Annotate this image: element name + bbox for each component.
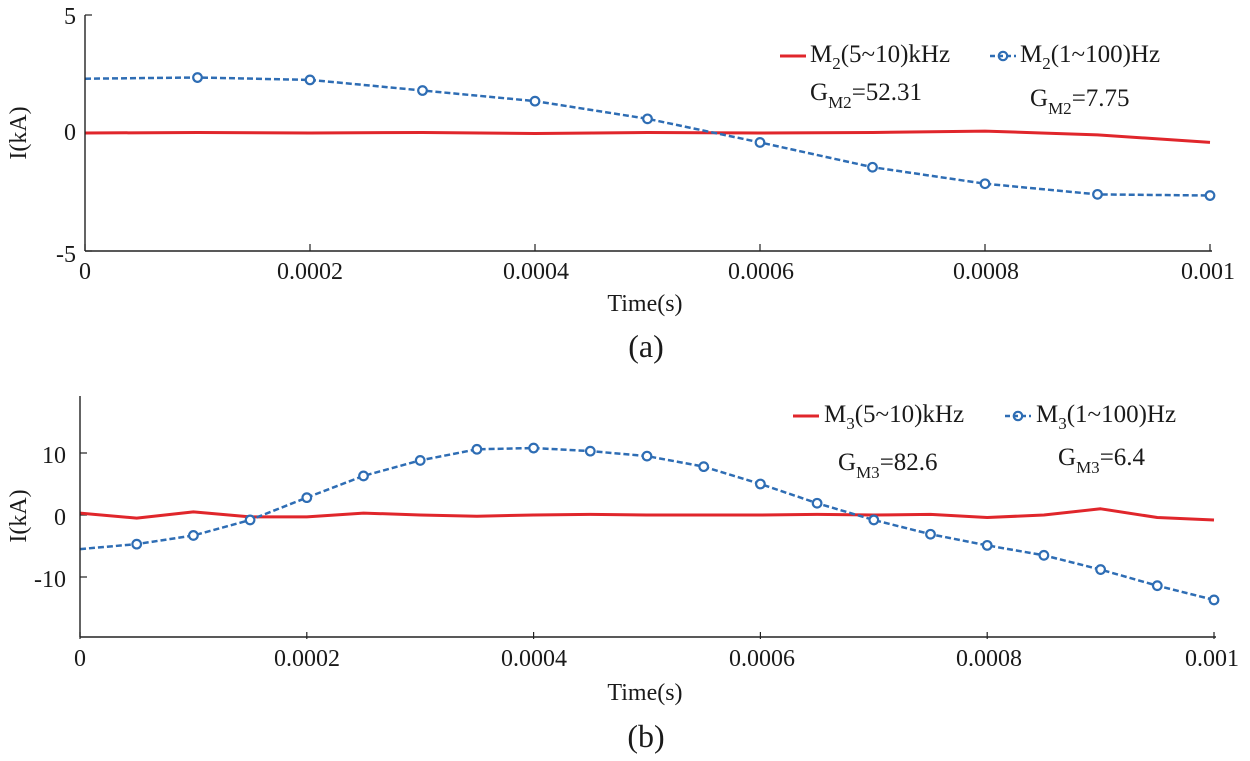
panel-b-data-point	[528, 442, 539, 454]
panel-a-data-point	[979, 178, 991, 190]
panel-a-caption: (a)	[628, 328, 664, 364]
panel-a-y-label: I(kA)	[6, 106, 32, 159]
panel-b-data-point	[811, 497, 823, 509]
panel-a-legend-label-low: M2(1~100)Hz	[1020, 41, 1160, 73]
panel-a-x-label: Time(s)	[607, 291, 682, 317]
panel-a-data-point	[867, 161, 878, 173]
panel-b-data-point	[755, 478, 766, 490]
panel-b-data-point	[584, 445, 596, 457]
panel-b-data-point	[641, 450, 653, 462]
panel-b-y-label: I(kA)	[6, 489, 32, 542]
panel-b-ytick: 10	[42, 443, 66, 469]
panel-a-annotation-high: GM2=52.31	[810, 79, 922, 112]
panel-b-x-label: Time(s)	[607, 680, 682, 706]
panel-a-data-point	[642, 113, 653, 125]
panel-a-ytick: -5	[56, 242, 76, 268]
panel-a-data-point	[192, 72, 203, 83]
panel-b-legend-marker-low	[1012, 410, 1024, 422]
panel-b-data-point	[301, 492, 313, 504]
panel-b-xtick: 0.001	[1185, 646, 1239, 672]
panel-b-xtick: 0	[74, 646, 86, 672]
panel-a-data-point	[304, 74, 316, 86]
panel-a-series-low-band-line	[84, 76, 1211, 197]
panel-b-xtick: 0.0006	[729, 646, 795, 672]
panel-b-data-point	[981, 539, 993, 551]
panel-b-ytick: 0	[54, 505, 66, 531]
panel-a-xtick: 0.0004	[503, 259, 569, 285]
panel-a-legend-label-high: M2(5~10)kHz	[810, 41, 950, 73]
panel-b-data-point	[868, 514, 880, 526]
panel-a-series-high-band-line	[84, 129, 1211, 144]
panel-a-plot	[84, 14, 1216, 252]
panel-a-xtick: 0.0006	[728, 259, 794, 285]
panel-b-data-point	[1095, 564, 1106, 575]
panel-a-xtick: 0.0002	[277, 259, 343, 285]
panel-a-ytick: 0	[64, 120, 76, 146]
panel-b-data-point	[698, 461, 710, 473]
panel-b-data-point	[1151, 580, 1163, 592]
panel-b-series-high-band-line	[79, 507, 1215, 522]
panel-a-xtick: 0.0008	[953, 259, 1019, 285]
panel-b-data-point	[471, 443, 483, 455]
panel-a-xtick: 0	[79, 259, 91, 285]
panel-b-xtick: 0.0004	[501, 646, 567, 672]
panel-b-data-point	[925, 528, 936, 540]
panel-a-xtick: 0.001	[1181, 259, 1235, 285]
panel-a-ytick: 5	[64, 4, 76, 30]
panel-b-xtick: 0.0008	[956, 646, 1022, 672]
panel-a-annotation-low: GM2=7.75	[1030, 85, 1130, 118]
panel-b-data-point	[131, 538, 143, 550]
panel-b-ytick: -10	[34, 567, 66, 593]
panel-b-data-point	[244, 514, 256, 526]
panel-b: 10 0 -10 0 0.0002 0.0004 0.0006 0.0008 0…	[6, 396, 1239, 754]
panel-a-data-point	[1092, 188, 1103, 200]
panel-b-data-point	[1038, 549, 1050, 561]
panel-b-data-point	[187, 530, 199, 541]
panel-a: 5 0 -5 0 0.0002 0.0004 0.0006 0.0008 0.0…	[6, 4, 1235, 364]
panel-b-annotation-high: GM3=82.6	[838, 449, 938, 482]
panel-b-plot	[79, 442, 1220, 639]
panel-b-data-point	[358, 470, 369, 482]
panel-b-legend-label-low: M3(1~100)Hz	[1036, 401, 1176, 433]
panel-a-data-point	[1204, 190, 1216, 201]
panel-b-data-point	[1208, 594, 1220, 606]
panel-a-data-point	[417, 85, 428, 96]
panel-b-caption: (b)	[627, 718, 664, 754]
panel-a-legend-marker-low	[997, 50, 1009, 62]
panel-a-data-point	[754, 137, 766, 148]
panel-a-legend: M2(5~10)kHz M2(1~100)Hz	[780, 41, 1160, 73]
panel-a-data-point	[529, 95, 541, 107]
panel-b-xtick: 0.0002	[274, 646, 340, 672]
panel-b-annotation-low: GM3=6.4	[1058, 444, 1146, 477]
panel-b-legend-label-high: M3(5~10)kHz	[824, 401, 964, 433]
panel-b-data-point	[414, 455, 426, 466]
panel-b-legend: M3(5~10)kHz M3(1~100)Hz	[793, 401, 1176, 433]
